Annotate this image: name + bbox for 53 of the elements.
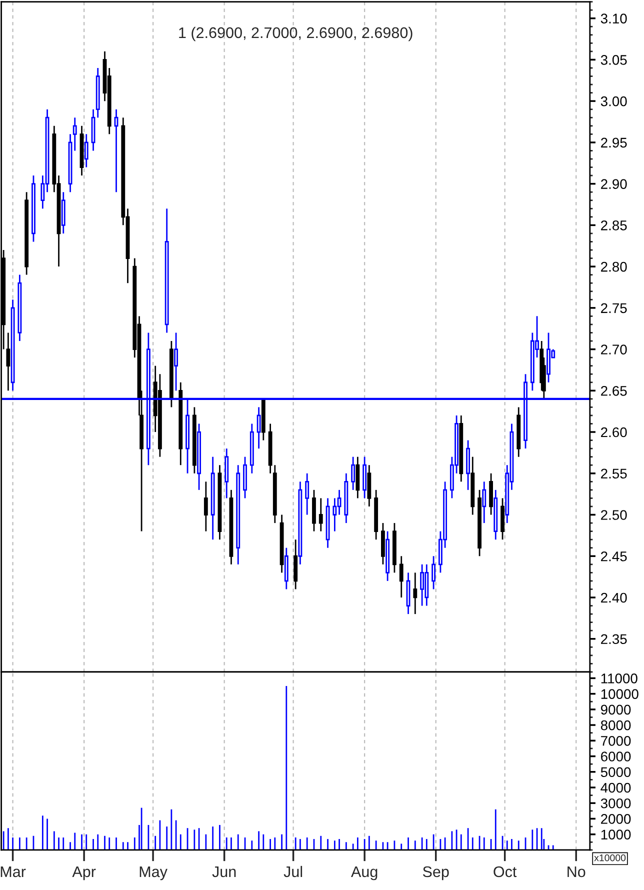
x-tick-label: Sep [422, 866, 449, 880]
y-tick-label: 2.70 [601, 344, 627, 354]
y-tick-label: 2.40 [601, 592, 627, 603]
x-tick-label: Aug [351, 866, 378, 880]
y-tick-label: 2.85 [601, 220, 627, 230]
candlestick [332, 498, 337, 532]
candlestick [351, 456, 356, 491]
y-tick-label: 3.05 [600, 55, 627, 65]
x-tick-label: Mar [0, 866, 26, 878]
candlestick [174, 332, 178, 392]
y-tick-label: 3.10 [600, 14, 627, 24]
x-tick-label: Jul [284, 866, 302, 878]
y-tick-label: 2.80 [601, 262, 627, 272]
y-tick-label: 2.75 [601, 303, 627, 314]
candlestick [256, 406, 261, 450]
candlestick [420, 564, 424, 606]
candlestick [114, 108, 118, 193]
candlestick [413, 572, 418, 615]
y-tick-label: 2.50 [601, 510, 627, 520]
y-tick-label: 2.55 [601, 468, 627, 479]
candlestick [318, 498, 323, 532]
y-tick-label: 2.65 [601, 386, 627, 396]
y-tick-label: 2.60 [601, 427, 627, 438]
x-tick-label: No [568, 866, 586, 878]
y-tick-label: 2.95 [601, 138, 627, 148]
y-tick-label: 2000 [601, 814, 631, 824]
text: x10000 [594, 854, 626, 862]
candlestick [399, 555, 404, 598]
candlestick [305, 472, 310, 516]
text: 1 (2.6900, 2.7000, 2.6900, 2.6980) [179, 26, 412, 42]
x-tick-label: Apr [72, 866, 96, 880]
candlestick [84, 133, 88, 168]
candlestick [204, 480, 208, 532]
y-tick-label: 5000 [600, 767, 631, 778]
y-tick-label: 2.45 [601, 551, 627, 562]
y-tick-label: 2.35 [601, 634, 627, 644]
y-tick-label: 11000 [601, 674, 638, 684]
y-tick-label: 6000 [601, 752, 631, 762]
y-tick-label: 3.00 [600, 96, 627, 106]
y-tick-label: 7000 [601, 736, 631, 746]
x-tick-label: Jun [212, 866, 236, 878]
x-tick-label: Oct [494, 866, 517, 878]
y-tick-label: 4000 [600, 782, 631, 793]
candlestick [72, 116, 77, 152]
y-tick-label: 10000 [601, 689, 638, 699]
y-tick-label: 8000 [600, 720, 631, 730]
candlestick [482, 480, 486, 524]
y-tick-label: 2.90 [601, 179, 627, 189]
x-tick-label: May [140, 866, 168, 880]
y-tick-label: 1000 [601, 830, 631, 840]
y-tick-label: 3000 [600, 798, 631, 808]
y-tick-label: 9000 [600, 704, 631, 715]
candlestick [432, 555, 436, 590]
